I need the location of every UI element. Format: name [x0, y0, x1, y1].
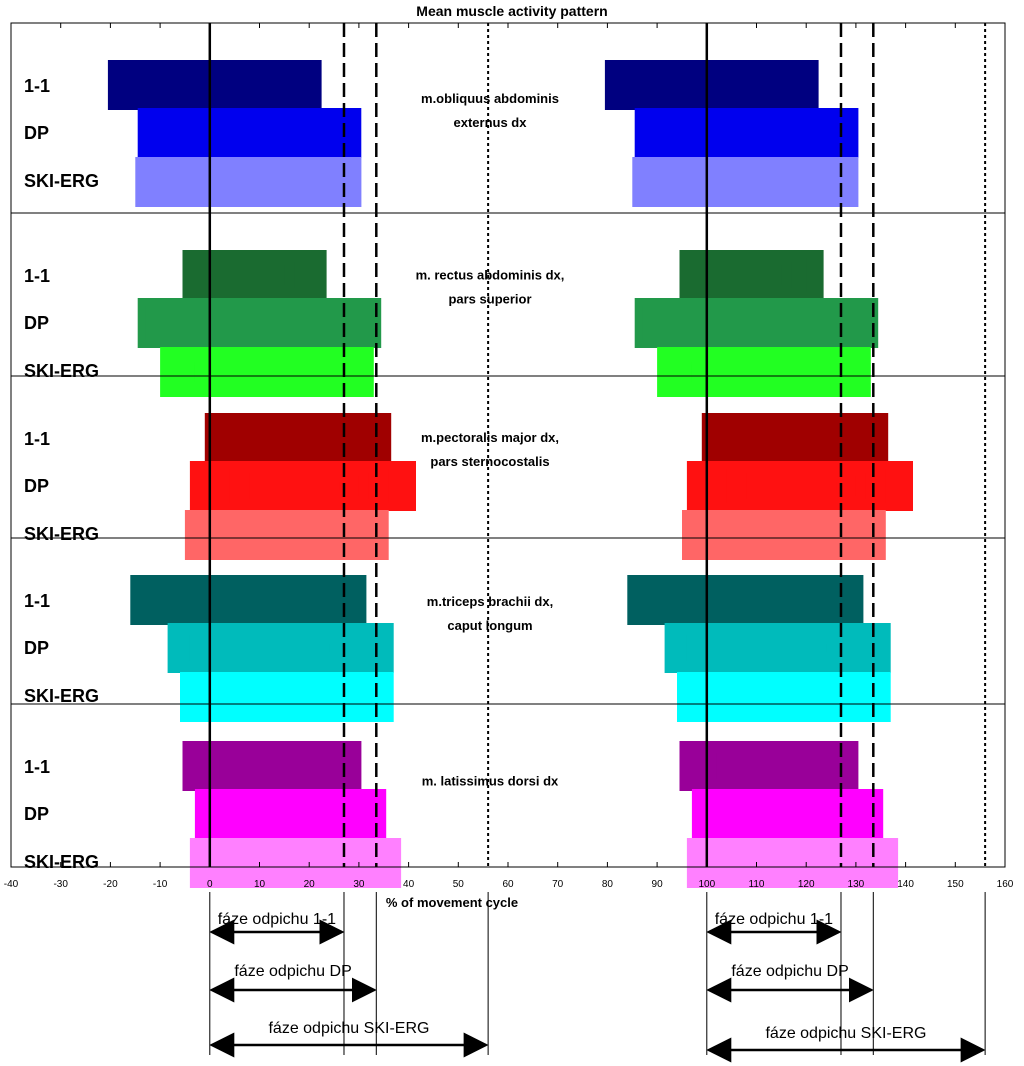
activity-bar — [204, 271, 260, 279]
x-tick-label: 40 — [403, 879, 415, 890]
row-label: SKI-ERG — [24, 171, 99, 191]
muscle-name: m. latissimus dorsi dx — [422, 774, 559, 789]
activity-bar — [155, 129, 307, 137]
x-tick-label: 60 — [502, 879, 514, 890]
muscle-name: m.pectoralis major dx, — [421, 430, 559, 445]
activity-bar — [667, 81, 777, 89]
activity-bar — [239, 810, 330, 818]
x-tick-label: 20 — [304, 879, 316, 890]
x-tick-label: 70 — [552, 879, 564, 890]
phase-label: fáze odpichu 1-1 — [218, 911, 336, 928]
x-axis-label: % of movement cycle — [386, 895, 518, 910]
x-tick-label: 10 — [254, 879, 266, 890]
muscle-panel: 1-1 DP SKI-ERG — [24, 575, 891, 722]
x-tick-label: 90 — [652, 879, 664, 890]
phase-label: fáze odpichu DP — [234, 963, 351, 980]
activity-bar — [214, 531, 325, 539]
x-tick-label: 160 — [997, 879, 1014, 890]
muscle-panel: 1-1 DP SKI-ERG — [24, 741, 899, 888]
phase-label: fáze odpichu 1-1 — [715, 911, 833, 928]
x-tick-label: 50 — [453, 879, 465, 890]
activity-bar — [189, 644, 330, 652]
row-label: DP — [24, 313, 49, 333]
activity-bar — [199, 596, 310, 604]
row-label: DP — [24, 638, 49, 658]
activity-bar — [746, 482, 837, 490]
muscle-name: externus dx — [454, 115, 528, 130]
muscle-panel: 1-1 DP SKI-ERG — [24, 60, 859, 207]
activity-bar — [711, 531, 822, 539]
activity-bar — [672, 178, 802, 186]
x-tick-label: 150 — [947, 879, 964, 890]
activity-bar — [701, 271, 757, 279]
muscle-name: pars superior — [448, 292, 531, 307]
activity-bar — [170, 81, 280, 89]
activity-bar — [701, 693, 827, 701]
muscle-panel: 1-1 DP SKI-ERG — [24, 250, 879, 397]
x-tick-label: 30 — [353, 879, 365, 890]
phase-label: fáze odpichu DP — [731, 963, 848, 980]
phase-label: fáze odpichu SKI-ERG — [765, 1025, 926, 1042]
activity-bar — [229, 859, 349, 867]
x-tick-label: 80 — [602, 879, 614, 890]
activity-bar — [696, 596, 807, 604]
activity-bar — [726, 859, 846, 867]
x-tick-label: 0 — [207, 879, 213, 890]
activity-bar — [194, 368, 320, 376]
activity-bar — [736, 810, 827, 818]
row-label: SKI-ERG — [24, 686, 99, 706]
row-label: SKI-ERG — [24, 524, 99, 544]
muscle-name: caput longum — [447, 618, 532, 633]
x-tick-label: 140 — [897, 879, 914, 890]
muscle-panel: 1-1 DP SKI-ERG — [24, 413, 913, 560]
row-label: 1-1 — [24, 266, 50, 286]
activity-bar — [219, 762, 310, 770]
x-tick-label: 100 — [698, 879, 715, 890]
activity-bar — [175, 178, 305, 186]
row-label: 1-1 — [24, 76, 50, 96]
row-label: 1-1 — [24, 429, 50, 449]
x-tick-label: 110 — [749, 879, 765, 890]
row-label: DP — [24, 476, 49, 496]
activity-bar — [756, 434, 827, 442]
activity-bar — [657, 319, 807, 327]
muscle-name: pars sternocostalis — [430, 454, 549, 469]
row-label: SKI-ERG — [24, 361, 99, 381]
x-tick-label: -30 — [53, 879, 68, 890]
activity-bar — [259, 434, 330, 442]
x-tick-label: 130 — [848, 879, 865, 890]
activity-bar — [160, 319, 310, 327]
x-tick-label: 120 — [798, 879, 815, 890]
activity-bar — [691, 368, 817, 376]
muscle-name: m. rectus abdominis dx, — [416, 268, 565, 283]
activity-bar — [652, 129, 804, 137]
row-label: SKI-ERG — [24, 852, 99, 872]
muscle-name: m.triceps brachii dx, — [427, 594, 553, 609]
activity-bar — [204, 693, 329, 701]
activity-bar — [716, 762, 807, 770]
x-tick-label: -20 — [103, 879, 118, 890]
x-tick-label: -40 — [4, 879, 19, 890]
activity-bar — [686, 644, 827, 652]
row-label: DP — [24, 804, 49, 824]
row-label: DP — [24, 123, 49, 143]
activity-bar — [249, 482, 340, 490]
row-label: 1-1 — [24, 757, 50, 777]
chart-title: Mean muscle activity pattern — [416, 3, 607, 19]
muscle-name: m.obliquus abdominis — [421, 91, 559, 106]
row-label: 1-1 — [24, 591, 50, 611]
phase-label: fáze odpichu SKI-ERG — [268, 1020, 429, 1037]
x-tick-label: -10 — [153, 879, 168, 890]
